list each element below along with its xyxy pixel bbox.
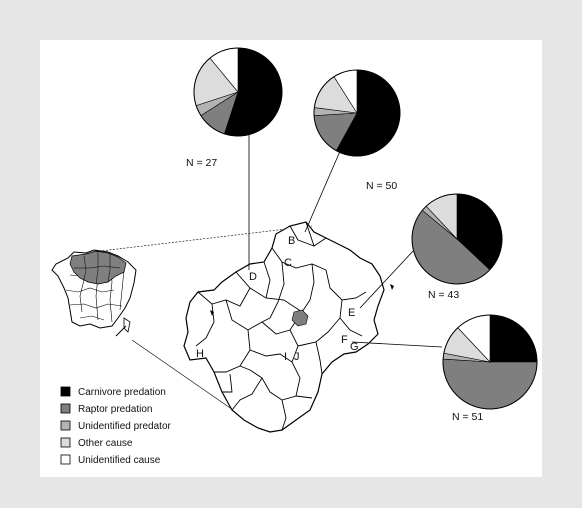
inset-connector-top <box>91 225 313 253</box>
legend-swatch-unidentified-cause <box>60 454 71 465</box>
pie-slice-carnivore <box>489 314 538 363</box>
site-label-c: C <box>284 257 292 269</box>
legend-label-other-cause: Other cause <box>78 438 133 449</box>
legend-label-carnivore: Carnivore predation <box>78 387 166 398</box>
study-area-outline <box>183 221 385 433</box>
legend: Carnivore predation Raptor predation Uni… <box>60 386 172 466</box>
pie-label-d: N = 27 <box>186 157 217 169</box>
legend-swatch-unidentified-predator <box>60 420 71 431</box>
leader-line-e <box>359 249 415 309</box>
leader-line-b <box>304 141 345 233</box>
pie-outline <box>313 69 401 157</box>
coast-islet <box>390 284 394 290</box>
site-label-j: J <box>294 351 300 363</box>
pie-label-b: N = 50 <box>366 180 397 192</box>
corsica-island <box>123 317 131 333</box>
legend-swatch-other-cause <box>60 437 71 448</box>
leader-line-f <box>351 341 443 348</box>
legend-label-unidentified-predator: Unidentified predator <box>78 421 172 432</box>
pie-chart-b <box>313 69 401 157</box>
study-area-inset-borders <box>74 252 121 285</box>
study-area-map: B C D E F G H I J <box>183 221 394 433</box>
site-label-f: F <box>341 334 348 346</box>
site-label-e: E <box>348 307 355 319</box>
central-highlight <box>291 309 309 327</box>
pie-slice-raptor <box>442 358 538 410</box>
pie-label-e: N = 43 <box>428 289 459 301</box>
france-inset <box>51 249 137 337</box>
legend-label-raptor: Raptor predation <box>78 404 153 415</box>
site-label-b: B <box>288 235 295 247</box>
site-label-d: D <box>249 271 257 283</box>
corsica-divider <box>115 325 127 337</box>
pie-outline <box>442 314 538 410</box>
department-borders <box>195 221 367 431</box>
pie-outline <box>193 47 283 137</box>
site-label-g: G <box>350 341 359 353</box>
legend-swatch-carnivore <box>60 386 71 397</box>
pie-label-f: N = 51 <box>452 411 483 423</box>
pie-chart-f <box>442 314 538 410</box>
site-label-i: I <box>284 351 287 363</box>
pie-chart-e <box>411 193 503 285</box>
legend-label-unidentified-cause: Unidentified cause <box>78 455 161 466</box>
pie-outline <box>411 193 503 285</box>
site-label-h: H <box>196 348 204 360</box>
legend-swatch-raptor <box>60 403 71 414</box>
coast-islet-2 <box>210 310 214 316</box>
pie-chart-d <box>193 47 283 137</box>
